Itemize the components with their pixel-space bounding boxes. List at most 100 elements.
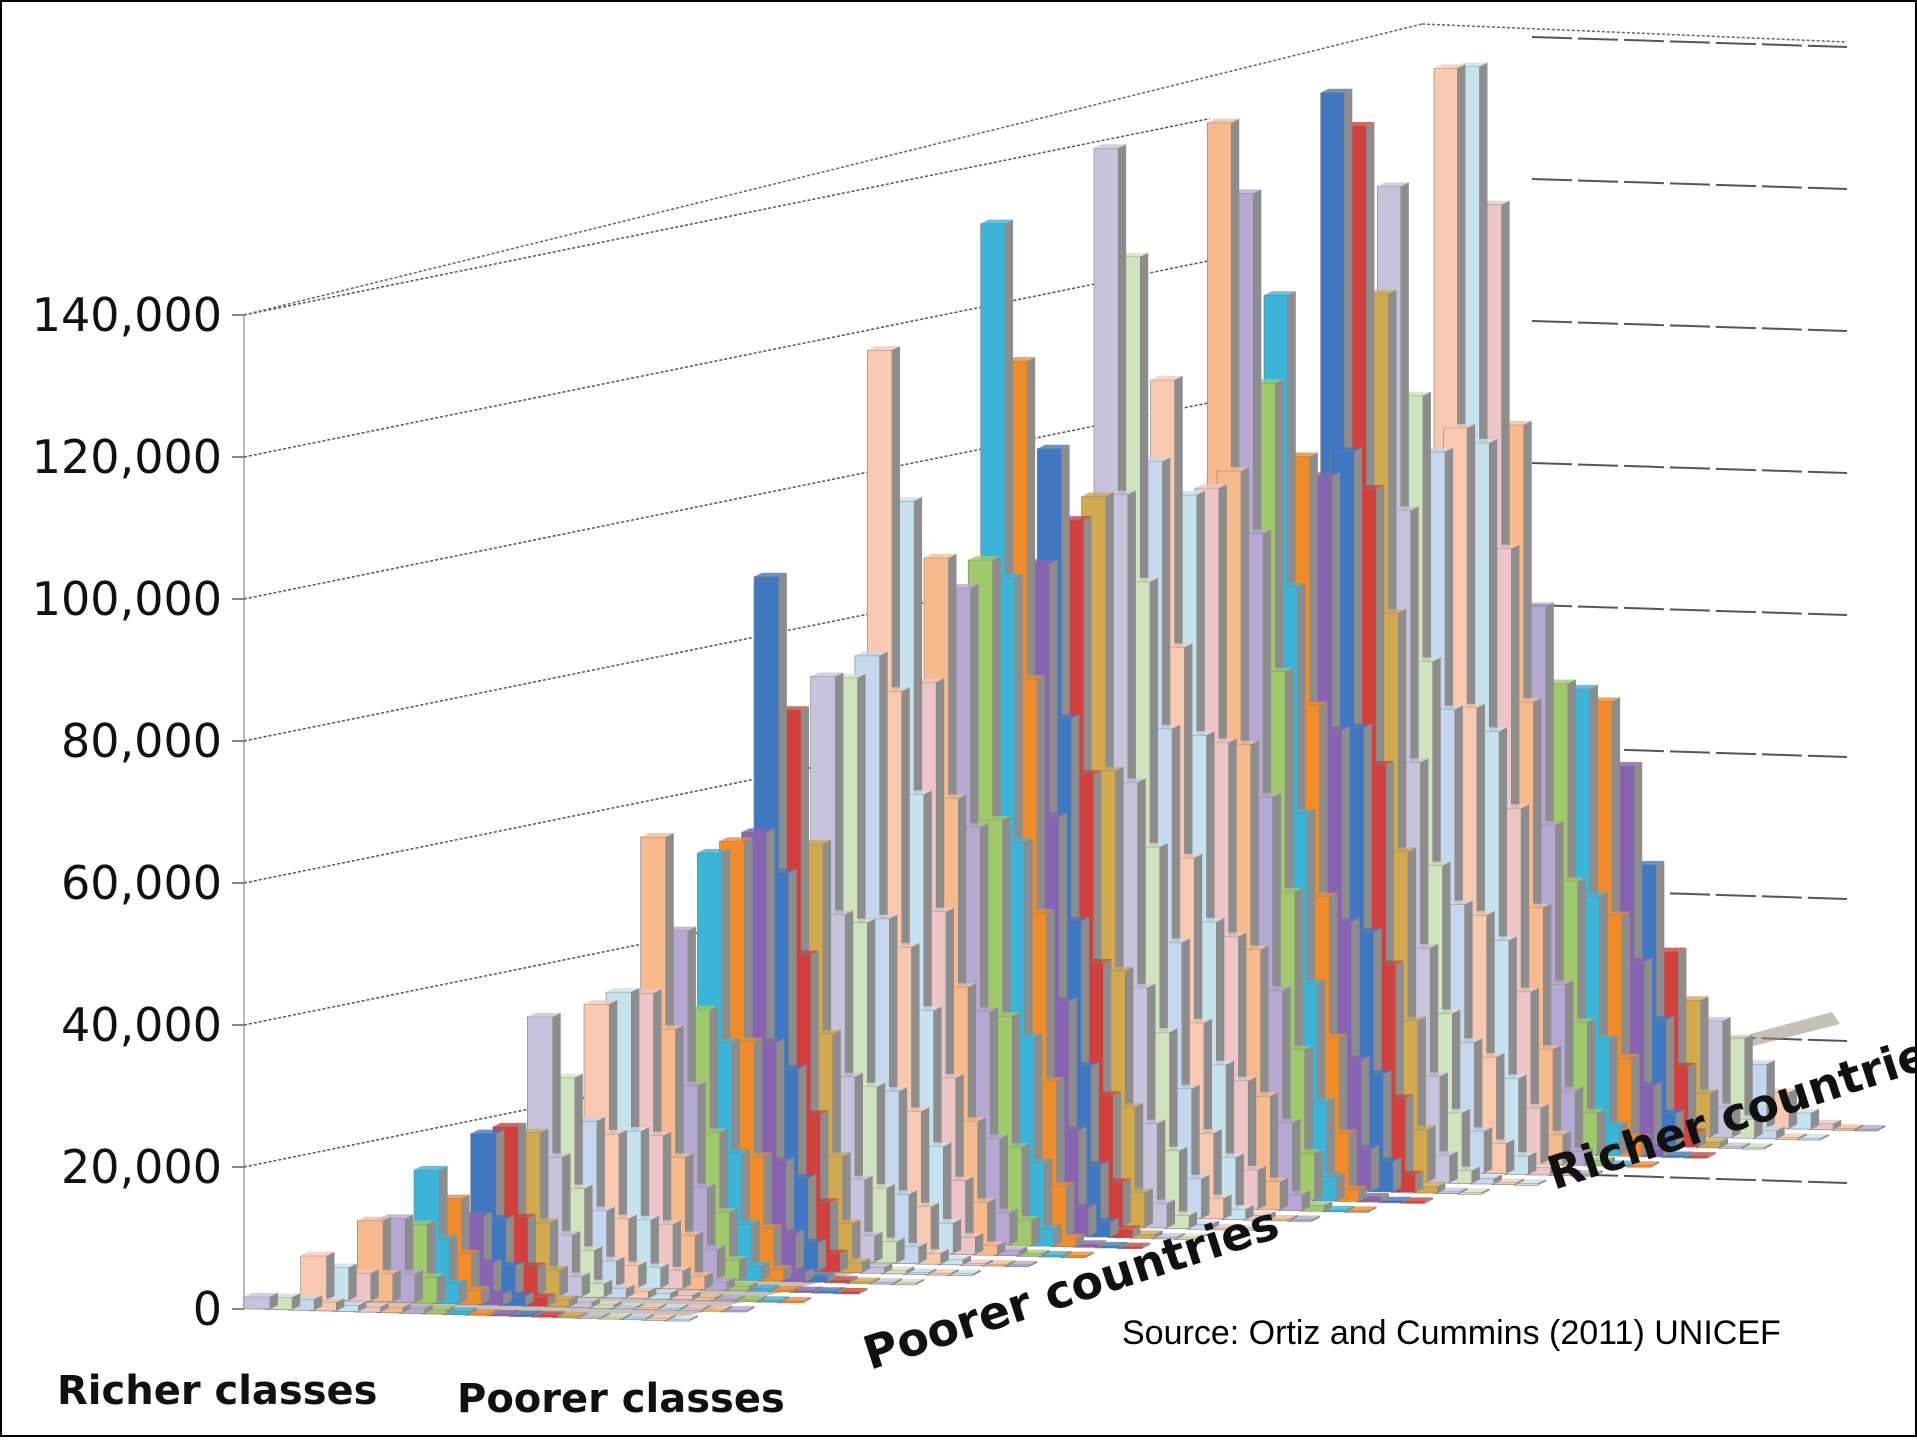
bar-side xyxy=(1427,1125,1436,1183)
bar-side xyxy=(690,1315,698,1321)
bar-side xyxy=(849,1276,858,1283)
bar-side xyxy=(908,1190,917,1253)
y-tick-label: 20,000 xyxy=(61,1140,222,1194)
bar-side xyxy=(771,1284,780,1292)
bar-side xyxy=(481,1286,490,1305)
bar-side xyxy=(692,1291,701,1300)
bar-side xyxy=(1380,1192,1389,1203)
bar-side xyxy=(717,1245,726,1280)
bar-side xyxy=(503,1290,512,1306)
bar-side xyxy=(803,1296,812,1303)
bar-side xyxy=(1031,1215,1040,1246)
bar-face xyxy=(300,1255,327,1301)
bar-side xyxy=(292,1293,301,1310)
bar-top xyxy=(640,833,674,838)
bar-side xyxy=(314,1295,323,1311)
bar-side xyxy=(1346,1205,1355,1212)
bar-side xyxy=(1663,1145,1672,1157)
bar-side xyxy=(1289,1214,1298,1221)
bar-side xyxy=(940,1249,949,1265)
bar-side xyxy=(1710,1089,1719,1137)
bar-side xyxy=(871,1277,880,1284)
bar-side xyxy=(1029,1260,1038,1267)
bar-side xyxy=(928,1268,937,1275)
bar-side xyxy=(449,1234,458,1293)
bar-side xyxy=(1063,1251,1072,1258)
bar-side xyxy=(1481,1188,1490,1195)
bar-top xyxy=(1081,492,1114,497)
bar-side xyxy=(673,1220,682,1278)
bar-side xyxy=(572,1231,581,1286)
bar-side xyxy=(446,1305,455,1315)
bar-top xyxy=(810,672,844,677)
bar-side xyxy=(695,1231,704,1279)
bar-side xyxy=(1326,1098,1335,1190)
bar-side xyxy=(1189,1211,1198,1229)
bar-side xyxy=(1722,1016,1731,1127)
bar-side xyxy=(859,1287,868,1294)
bar-side xyxy=(1788,1088,1797,1129)
bar-side xyxy=(535,1310,544,1317)
bar-side xyxy=(392,1269,401,1302)
bar-side xyxy=(1302,1190,1311,1211)
bar-side xyxy=(1270,1092,1279,1199)
bar-side xyxy=(1820,1134,1829,1141)
bar-side xyxy=(1651,1161,1660,1168)
y-tick-label: 0 xyxy=(193,1282,222,1336)
bar-side xyxy=(987,1198,996,1245)
bar-top xyxy=(1377,182,1409,187)
bar-face xyxy=(1853,1128,1878,1132)
bar-top xyxy=(924,553,957,558)
bar-side xyxy=(1471,1166,1480,1184)
bar-side xyxy=(1044,1158,1053,1236)
bar-side xyxy=(736,1295,745,1302)
bar-side xyxy=(1631,1054,1640,1146)
bar-side xyxy=(1085,1251,1094,1258)
back-gridline xyxy=(1531,178,1848,190)
bar-side xyxy=(1201,1174,1210,1219)
bar-side xyxy=(773,1224,782,1271)
back-gridline xyxy=(1531,604,1848,616)
bar-top xyxy=(492,1122,527,1127)
bar-side xyxy=(604,1279,613,1298)
bar-side xyxy=(758,1295,767,1302)
bar-side xyxy=(591,1298,600,1308)
bar-side xyxy=(547,1293,556,1307)
bar xyxy=(243,1292,278,1310)
bar-side xyxy=(1629,1160,1638,1167)
bar-side xyxy=(1496,1053,1505,1163)
bar-side xyxy=(1142,1242,1151,1249)
bar-side xyxy=(424,1304,433,1314)
bar-side xyxy=(1383,1070,1392,1181)
bar-side xyxy=(1324,1201,1333,1212)
bar-side xyxy=(650,1215,659,1278)
bar-side xyxy=(795,1229,804,1271)
bar-side xyxy=(1348,1129,1357,1191)
bar-side xyxy=(874,1231,883,1263)
bar-side xyxy=(1609,1035,1618,1145)
bar-side xyxy=(1675,1109,1684,1147)
bar-side xyxy=(975,1233,984,1255)
bar-top xyxy=(1320,88,1353,93)
bar-side xyxy=(525,1292,534,1306)
bar-side xyxy=(1393,1157,1402,1192)
bar-side xyxy=(557,1311,566,1318)
bar-side xyxy=(704,1272,713,1290)
bar-side xyxy=(1405,1094,1414,1182)
bar-top xyxy=(741,828,775,833)
bar-side xyxy=(1100,1160,1109,1227)
bar-side xyxy=(1076,1233,1085,1247)
bar-side xyxy=(1402,1196,1411,1203)
bar-side xyxy=(739,1256,748,1280)
bar-side xyxy=(1280,1177,1289,1210)
y-tick-label: 80,000 xyxy=(61,714,222,768)
bar-side xyxy=(1009,1208,1018,1245)
bar-side xyxy=(1666,1016,1675,1136)
bar-side xyxy=(1459,1187,1468,1194)
bar-side xyxy=(616,1256,625,1287)
bar-side xyxy=(1607,1156,1616,1166)
bar-side xyxy=(1176,1232,1185,1239)
bar-side xyxy=(1245,1205,1254,1220)
bar-side xyxy=(459,1279,468,1304)
bar-side xyxy=(515,1261,524,1295)
